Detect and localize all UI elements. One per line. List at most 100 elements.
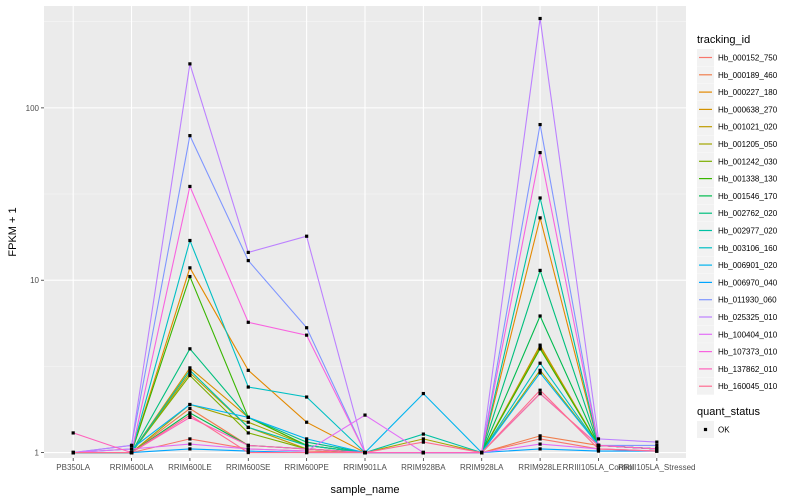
- legend-label: Hb_002762_020: [718, 209, 778, 218]
- data-point: [305, 447, 309, 451]
- legend-label: Hb_160045_010: [718, 382, 778, 391]
- data-point: [363, 450, 367, 455]
- legend-shape-label: OK: [718, 426, 730, 435]
- legend-label: Hb_001021_020: [718, 123, 778, 132]
- legend-label: Hb_002977_020: [718, 227, 778, 236]
- data-point: [129, 443, 134, 448]
- legend-label: Hb_001546_170: [718, 192, 778, 201]
- legend-label: Hb_001338_130: [718, 175, 778, 184]
- data-point: [538, 343, 542, 347]
- data-point: [421, 432, 425, 436]
- data-point: [246, 415, 250, 419]
- y-tick-label: 10: [30, 276, 39, 285]
- data-point: [188, 411, 192, 415]
- data-point: [538, 361, 542, 365]
- data-point: [596, 437, 601, 441]
- data-point: [655, 447, 659, 451]
- x-tick-label: RRIII105LA_Control: [563, 463, 635, 472]
- data-point: [538, 368, 542, 372]
- data-point: [246, 385, 250, 389]
- data-point: [538, 314, 542, 318]
- data-point: [246, 258, 250, 263]
- data-point: [538, 347, 542, 351]
- series-points: [71, 16, 659, 455]
- x-tick-label: RRIM600LE: [168, 463, 212, 472]
- data-point: [71, 431, 75, 435]
- data-point: [246, 443, 250, 448]
- data-point: [129, 450, 134, 455]
- data-point: [188, 406, 192, 411]
- legend-label: Hb_000189_460: [718, 71, 778, 80]
- x-tick-label: RRIII105LA_Stressed: [618, 463, 695, 472]
- data-point: [655, 443, 659, 448]
- legend-title: tracking_id: [697, 34, 750, 46]
- data-point: [305, 333, 309, 337]
- data-point: [188, 347, 192, 351]
- data-point: [655, 440, 659, 444]
- legend-label: Hb_000227_180: [718, 88, 778, 97]
- data-point: [305, 420, 309, 424]
- data-point: [538, 122, 542, 127]
- legend-label: Hb_100404_010: [718, 330, 778, 339]
- legend-label: Hb_011930_060: [718, 296, 777, 305]
- data-point: [538, 391, 542, 396]
- data-point: [538, 447, 542, 451]
- data-point: [596, 449, 601, 453]
- grid-major: [44, 6, 686, 458]
- data-point: [538, 442, 542, 446]
- data-point: [538, 268, 542, 273]
- data-point: [538, 388, 542, 392]
- x-tick-label: RRIM901LA: [343, 463, 387, 472]
- x-tick-label: RRIM600PE: [284, 463, 328, 472]
- legend-items: Hb_000152_750 Hb_000189_460 Hb_000227_180 H…: [697, 49, 778, 395]
- data-point: [188, 402, 192, 407]
- data-point: [421, 450, 425, 455]
- data-point: [71, 450, 75, 455]
- data-point: [188, 415, 192, 419]
- legend-shape-marker: [703, 427, 708, 432]
- data-point: [188, 238, 192, 243]
- data-point: [421, 391, 425, 396]
- x-axis: PB350LA RRIM600LA RRIM600LE RRIM600SE RRIM60…: [56, 458, 696, 472]
- data-point: [188, 413, 192, 417]
- y-axis-title: FPKM + 1: [7, 207, 19, 256]
- data-point: [246, 447, 250, 451]
- data-point: [655, 449, 659, 453]
- data-point: [188, 442, 192, 446]
- data-point: [596, 443, 601, 448]
- data-point: [421, 440, 425, 444]
- legend-shape-item: OK: [697, 421, 730, 438]
- data-point: [188, 371, 192, 375]
- data-point: [421, 437, 425, 441]
- data-point: [538, 196, 542, 200]
- y-tick-label: 1: [35, 449, 40, 458]
- data-point: [188, 437, 192, 441]
- legend-label: Hb_001205_050: [718, 140, 778, 149]
- legend-label: Hb_025325_010: [718, 313, 778, 322]
- x-tick-label: RRIM928LE: [518, 463, 562, 472]
- data-point: [538, 216, 542, 220]
- data-point: [538, 371, 542, 375]
- legend-label: Hb_000152_750: [718, 54, 778, 63]
- legend-label: Hb_006970_040: [718, 278, 778, 287]
- y-tick-label: 100: [26, 104, 40, 113]
- data-point: [305, 326, 309, 330]
- data-point: [305, 234, 309, 238]
- data-point: [538, 434, 542, 438]
- legend-label: Hb_000638_270: [718, 105, 778, 114]
- legend-label: Hb_137862_010: [718, 365, 778, 374]
- data-point: [129, 447, 134, 451]
- x-tick-label: PB350LA: [56, 463, 90, 472]
- data-point: [305, 440, 309, 444]
- legend-shape-title: quant_status: [697, 406, 760, 418]
- data-point: [246, 320, 250, 324]
- y-axis: 1 10 100: [26, 104, 44, 458]
- legend: tracking_id Hb_000152_750Hb_000189_460Hb…: [697, 34, 778, 438]
- legend-label: Hb_001242_030: [718, 157, 778, 166]
- data-point: [246, 431, 250, 435]
- data-point: [305, 437, 309, 441]
- x-tick-label: RRIM600LA: [110, 463, 154, 472]
- data-point: [188, 447, 192, 451]
- data-point: [538, 437, 542, 441]
